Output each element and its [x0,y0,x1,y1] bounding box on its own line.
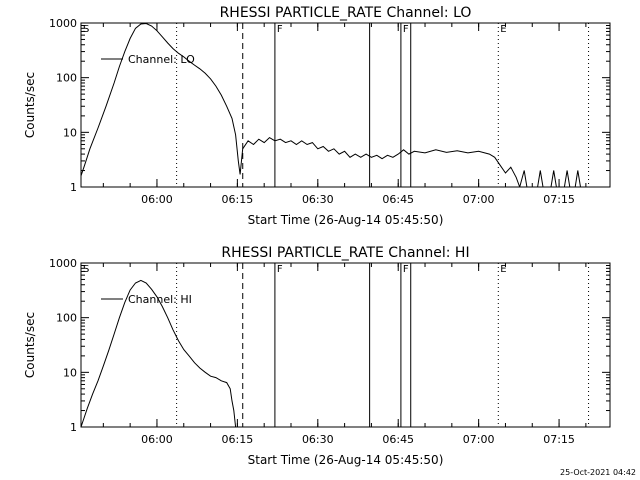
chart-title-lo: RHESSI PARTICLE_RATE Channel: LO [220,5,472,21]
plot-frame-hi [80,262,611,428]
x-tick-label-lo: 06:30 [302,193,334,206]
y-axis-label-hi: Counts/sec [23,312,37,378]
y-tick-label-lo: 10 [63,126,77,139]
chart-title-hi: RHESSI PARTICLE_RATE Channel: HI [221,245,469,261]
y-tick-label-hi: 1000 [49,257,77,270]
corner-flag-lo: S [83,24,89,35]
event-flag-lo: F [277,24,283,35]
x-tick-label-hi: 07:00 [463,433,495,446]
x-tick-label-lo: 06:15 [222,193,254,206]
x-axis-label-hi: Start Time (26-Aug-14 05:45:50) [248,453,444,467]
footer-timestamp: 25-Oct-2021 04:42 [560,468,636,477]
corner-flag-hi: S [83,264,89,275]
x-tick-label-lo: 07:00 [463,193,495,206]
x-tick-label-lo: 06:00 [141,193,173,206]
x-tick-label-hi: 06:15 [222,433,254,446]
series-line-hi [81,279,237,427]
y-tick-label-lo: 1 [70,181,77,194]
y-axis-label-lo: Counts/sec [23,72,37,138]
y-tick-label-hi: 100 [56,312,77,325]
event-flag-hi: E [500,264,506,275]
x-tick-label-lo: 06:45 [382,193,414,206]
y-tick-label-lo: 100 [56,72,77,85]
panel-lo: RHESSI PARTICLE_RATE Channel: LO 1 10 100 10… [23,5,611,227]
y-tick-label-hi: 1 [70,421,77,434]
event-flag-lo: E [500,24,506,35]
event-flag-lo: F [403,24,409,35]
event-flag-hi: F [277,264,283,275]
y-tick-label-hi: 10 [63,366,77,379]
y-tick-label-lo: 1000 [49,17,77,30]
plot-frame-lo [80,22,611,188]
panel-hi: RHESSI PARTICLE_RATE Channel: HI 1 10 100 10… [23,245,611,467]
x-axis-label-lo: Start Time (26-Aug-14 05:45:50) [248,213,444,227]
event-flag-hi: F [403,264,409,275]
x-tick-label-hi: 06:00 [141,433,173,446]
legend-label-hi: Channel: HI [128,293,192,306]
x-tick-label-hi: 06:45 [382,433,414,446]
legend-label-lo: Channel: LO [128,53,195,66]
series-line-lo [81,23,581,187]
x-tick-label-lo: 07:15 [543,193,575,206]
x-tick-label-hi: 06:30 [302,433,334,446]
x-tick-label-hi: 07:15 [543,433,575,446]
